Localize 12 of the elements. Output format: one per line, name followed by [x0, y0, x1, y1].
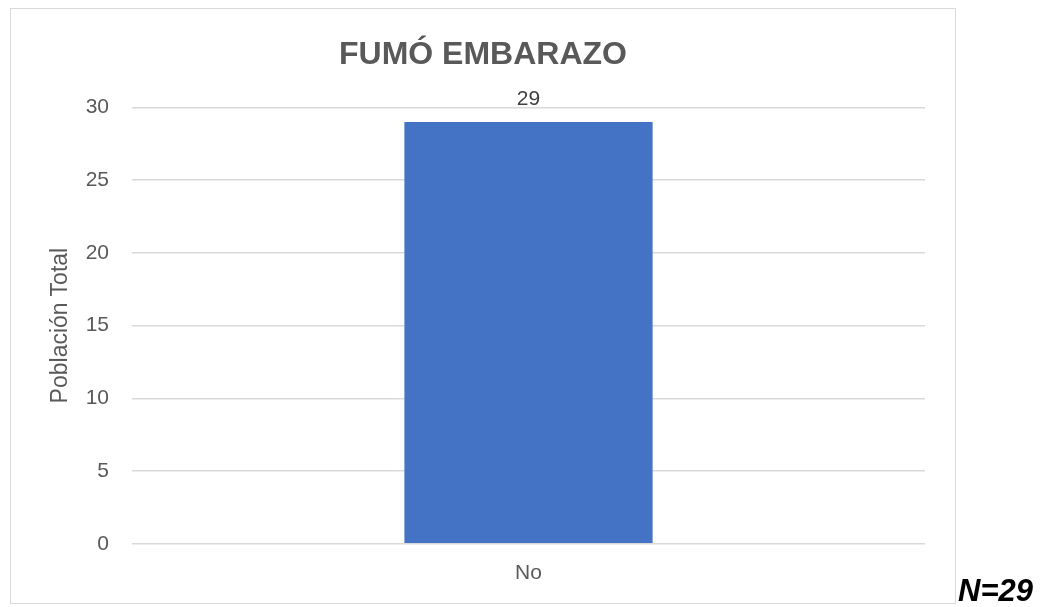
y-tick-label: 0 — [97, 530, 109, 554]
y-tick-label: 15 — [85, 312, 109, 336]
text: N=29 — [958, 573, 1033, 607]
y-tick-label: 10 — [85, 385, 109, 409]
y-tick-label: 5 — [97, 457, 109, 481]
y-tick-label: 25 — [85, 166, 109, 190]
chart-title: FUMÓ EMBARAZO — [339, 35, 627, 72]
x-tick-label: No — [515, 560, 542, 584]
y-tick-label: 20 — [85, 239, 109, 263]
y-tick-label: 30 — [85, 94, 109, 118]
data-label: 29 — [516, 86, 541, 110]
y-axis-title: Población Total — [46, 247, 73, 404]
